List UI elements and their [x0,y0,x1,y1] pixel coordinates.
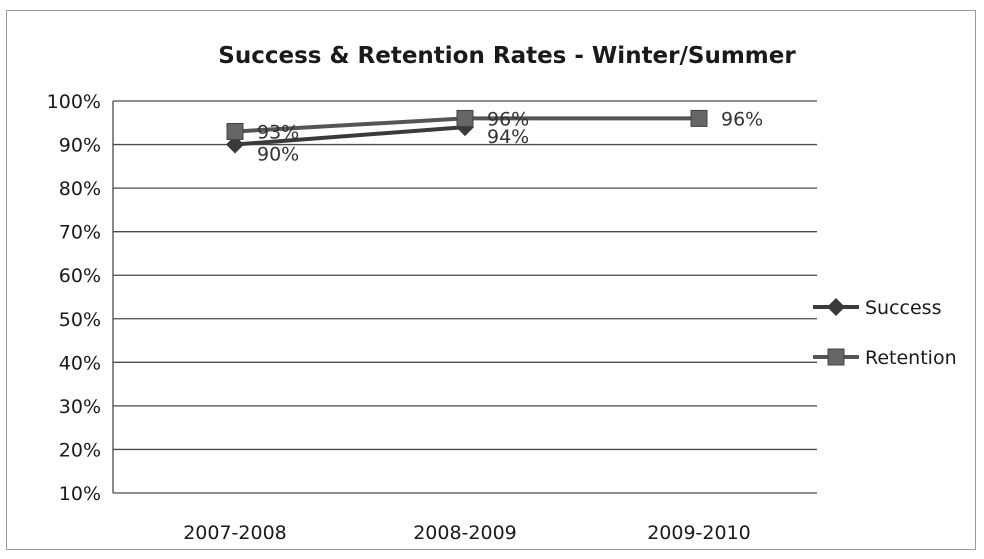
gridlines [113,100,817,494]
y-tick-label: 50% [59,309,101,331]
y-tick-label: 100% [47,91,101,113]
data-label: 90% [257,144,299,166]
data-labels: 90% 94% 93% 96% 96% [257,108,763,165]
y-tick-label: 80% [59,178,101,200]
x-tick-label: 2009-2010 [647,522,751,544]
legend-label: Success [865,297,941,319]
line-chart: Success & Retention Rates - Winter/Summe… [47,43,957,544]
legend-diamond-marker [827,298,845,316]
y-tick-label: 70% [59,222,101,244]
x-tick-label: 2007-2008 [183,522,287,544]
data-label: 93% [257,121,299,143]
retention-point [690,109,708,127]
success-point [226,135,244,154]
data-label: 96% [487,108,529,130]
series [226,109,708,154]
legend-square-marker [827,348,845,366]
x-tick-label: 2008-2009 [413,522,517,544]
y-tick-label: 30% [59,396,101,418]
series-line-success [234,125,466,147]
x-axis-ticks: 2007-2008 2008-2009 2009-2010 [183,522,751,544]
retention-point [456,109,474,127]
y-axis-ticks: 10% 20% 30% 40% 50% 60% 70% 80% 90% 100% [47,91,101,505]
data-label: 94% [487,126,529,148]
y-tick-label: 60% [59,265,101,287]
y-tick-label: 90% [59,135,101,157]
y-tick-label: 40% [59,352,101,374]
data-label: 96% [721,108,763,130]
chart-frame: Success & Retention Rates - Winter/Summe… [6,10,976,550]
y-tick-label: 10% [59,483,101,505]
retention-point [226,122,244,140]
legend-label: Retention [865,347,957,369]
y-tick-label: 20% [59,439,101,461]
chart-title: Success & Retention Rates - Winter/Summe… [218,43,796,69]
legend: Success Retention [813,297,957,369]
